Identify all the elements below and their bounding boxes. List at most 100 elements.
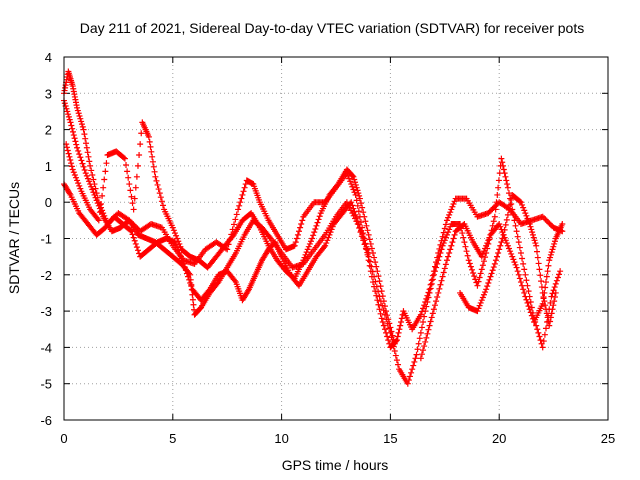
data-point — [91, 191, 98, 198]
y-tick-label: 3 — [45, 86, 52, 101]
data-point — [539, 213, 546, 220]
x-tick-label: 15 — [383, 431, 397, 446]
data-point — [294, 231, 301, 238]
data-point — [313, 222, 320, 229]
data-point — [170, 227, 177, 234]
data-point — [448, 206, 455, 213]
data-point — [498, 155, 505, 162]
data-point — [498, 239, 505, 246]
data-point — [152, 173, 159, 180]
data-point — [541, 215, 548, 222]
x-tick-label: 20 — [492, 431, 506, 446]
data-point — [128, 193, 135, 200]
data-point — [245, 287, 252, 294]
data-point — [417, 329, 424, 336]
data-point — [475, 305, 482, 312]
data-point — [84, 175, 91, 182]
data-point — [296, 228, 303, 235]
data-point — [360, 234, 367, 241]
data-point — [316, 213, 323, 220]
data-point — [302, 251, 309, 258]
data-point — [374, 268, 381, 275]
data-point — [356, 224, 363, 231]
data-point — [348, 199, 355, 206]
data-point — [362, 218, 369, 225]
data-point — [508, 196, 515, 203]
data-point — [484, 283, 491, 290]
data-point — [418, 324, 425, 331]
data-point — [440, 240, 447, 247]
data-point — [471, 273, 478, 280]
data-point — [354, 187, 361, 194]
data-point — [511, 217, 518, 224]
data-point — [76, 112, 83, 119]
data-point — [373, 292, 380, 299]
data-point — [80, 126, 87, 133]
data-point — [443, 217, 450, 224]
data-point — [532, 240, 539, 247]
data-point — [363, 243, 370, 250]
data-point — [352, 211, 359, 218]
data-point — [61, 100, 68, 107]
data-point — [132, 184, 139, 191]
data-point — [559, 220, 566, 227]
data-point — [486, 276, 493, 283]
data-point — [447, 246, 454, 253]
data-point — [442, 221, 449, 228]
data-point — [69, 128, 76, 135]
data-point — [513, 228, 520, 235]
data-point — [543, 217, 550, 224]
data-point — [362, 240, 369, 247]
data-point — [421, 343, 428, 350]
data-point — [499, 159, 506, 166]
y-axis-label: SDTVAR / TECUs — [6, 182, 22, 294]
y-tick-label: 4 — [45, 50, 52, 65]
data-point — [467, 263, 474, 270]
data-point — [521, 266, 528, 273]
data-point — [365, 231, 372, 238]
data-point — [361, 213, 368, 220]
data-point — [550, 243, 557, 250]
data-point — [175, 247, 182, 254]
data-point — [432, 302, 439, 309]
data-point — [149, 158, 156, 165]
data-point — [420, 318, 427, 325]
data-point — [231, 221, 237, 228]
data-point — [155, 186, 162, 193]
data-point — [303, 249, 310, 256]
data-point — [301, 254, 308, 261]
data-point — [94, 200, 101, 207]
data-point — [517, 279, 524, 286]
data-point — [409, 366, 416, 373]
data-point — [525, 288, 532, 295]
data-point — [157, 194, 164, 201]
data-point — [437, 281, 444, 288]
data-point — [433, 298, 440, 305]
data-point — [82, 135, 89, 142]
data-point — [507, 248, 514, 255]
data-point — [83, 140, 90, 147]
data-point — [324, 237, 331, 244]
data-point — [350, 173, 357, 180]
data-point — [329, 223, 336, 230]
y-tick-label: -4 — [40, 340, 52, 355]
data-point — [548, 310, 555, 317]
data-point — [517, 250, 524, 257]
data-point — [422, 308, 429, 315]
data-point — [327, 229, 334, 236]
data-point — [69, 166, 76, 173]
data-point — [83, 144, 90, 151]
data-point — [131, 237, 138, 244]
data-point — [76, 151, 83, 158]
data-point — [352, 179, 359, 186]
data-point — [350, 186, 357, 193]
data-point — [448, 242, 455, 249]
data-point — [504, 211, 511, 218]
data-point — [151, 168, 158, 175]
data-point — [353, 197, 360, 204]
data-point — [177, 243, 184, 250]
data-point — [95, 217, 102, 224]
data-point — [103, 160, 110, 167]
data-point — [389, 332, 396, 339]
data-point — [429, 310, 436, 317]
